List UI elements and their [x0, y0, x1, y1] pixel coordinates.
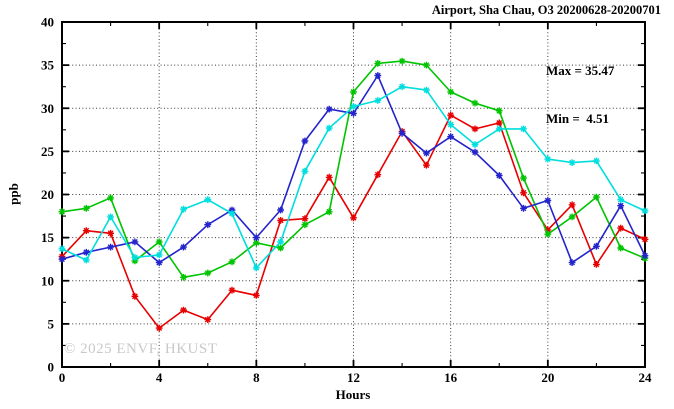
y-tick-label: 0 — [48, 360, 55, 375]
y-axis-label: ppb — [6, 183, 21, 205]
x-tick-label: 12 — [347, 370, 360, 385]
series-green-points — [58, 57, 649, 281]
series-cyan-points — [58, 83, 649, 272]
y-tick-label: 35 — [41, 58, 55, 73]
x-tick-label: 16 — [444, 370, 458, 385]
y-tick-label: 15 — [41, 230, 55, 245]
x-tick-label: 8 — [253, 370, 260, 385]
maxmin-annotation: Max = 35.47 Min = 4.51 — [546, 31, 614, 159]
chart-title: Airport, Sha Chau, O3 20200628-20200701 — [431, 3, 661, 17]
max-value-label: Max = 35.47 — [546, 63, 615, 78]
y-tick-label: 40 — [41, 15, 54, 30]
x-tick-label: 4 — [156, 370, 163, 385]
y-tick-label: 5 — [48, 316, 55, 331]
x-tick-label: 0 — [59, 370, 66, 385]
y-tick-label: 10 — [41, 273, 54, 288]
series-blue-points — [58, 72, 649, 266]
x-tick-label: 20 — [541, 370, 554, 385]
y-tick-label: 30 — [41, 101, 54, 116]
y-tick-label: 20 — [41, 187, 54, 202]
y-tick-label: 25 — [41, 144, 55, 159]
watermark: © 2025 ENVF, HKUST — [64, 341, 218, 357]
x-tick-label: 24 — [639, 370, 653, 385]
min-value-label: Min = 4.51 — [546, 111, 610, 126]
x-axis-label: Hours — [335, 387, 371, 402]
